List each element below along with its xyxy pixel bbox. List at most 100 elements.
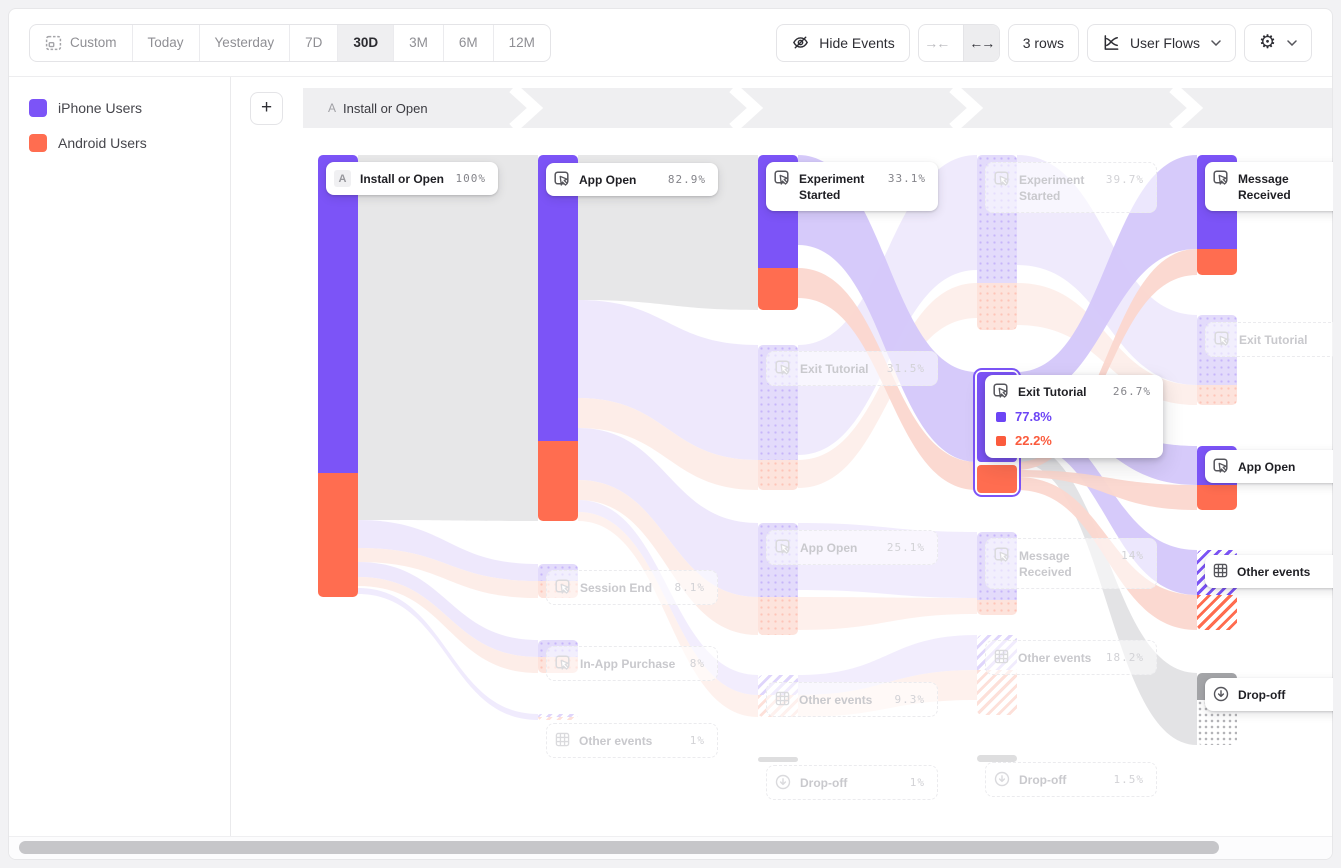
legend-label: iPhone Users — [58, 100, 143, 116]
node-name: Experiment Started — [1019, 173, 1085, 204]
settings-button[interactable]: ⚙ — [1243, 23, 1312, 62]
chevron-down-icon — [1287, 39, 1297, 46]
step-cell-install-or-open[interactable]: A Install or Open — [303, 101, 428, 116]
grid-icon — [994, 649, 1009, 664]
dropoff-icon — [994, 771, 1010, 787]
node-name: App Open — [579, 173, 637, 187]
date-range-selector: Custom Today Yesterday 7D 30D 3M 6M 12M — [29, 23, 551, 62]
steps-header: + A Install or Open — [250, 88, 1332, 128]
node-label-app-open[interactable]: App Open — [1205, 450, 1333, 484]
user-flows-icon — [1102, 33, 1121, 52]
horizontal-scrollbar[interactable] — [9, 836, 1332, 859]
date-range-today[interactable]: Today — [131, 24, 199, 61]
hscrollbar-thumb[interactable] — [19, 841, 1219, 854]
node-label-other-events[interactable]: Other events 1% — [546, 723, 718, 759]
view-selector-button[interactable]: User Flows — [1086, 23, 1236, 62]
node-label-other-events[interactable]: Other events — [1205, 555, 1333, 589]
step-strip[interactable]: A Install or Open — [303, 88, 1332, 128]
step-chevron-separators — [509, 88, 1204, 128]
date-range-3m[interactable]: 3M — [393, 24, 443, 61]
legend-item-android-users[interactable]: Android Users — [29, 134, 210, 152]
node-label-exit-tutorial[interactable]: Exit Tutorial 31.5% — [766, 351, 938, 387]
node-name: Drop-off — [1019, 773, 1067, 787]
date-range-yesterday[interactable]: Yesterday — [198, 24, 290, 61]
click-icon — [774, 170, 790, 186]
node-label-in-app-purchase[interactable]: In-App Purchase 8% — [546, 646, 718, 682]
gear-icon: ⚙ — [1258, 32, 1276, 53]
node-bar-drop-off[interactable] — [758, 757, 798, 762]
node-label-app-open[interactable]: App Open 25.1% — [766, 530, 938, 566]
click-icon — [994, 547, 1010, 563]
node-label-drop-off[interactable]: Drop-off 1% — [766, 765, 938, 801]
legend-swatch-orange — [29, 134, 47, 152]
breakdown-value: 77.8% — [1015, 409, 1052, 425]
node-bar-other-events[interactable] — [538, 714, 578, 720]
node-name: Exit Tutorial — [1018, 385, 1087, 399]
date-range-6m[interactable]: 6M — [442, 24, 493, 61]
node-label-exit-tutorial[interactable]: Exit Tutorial — [1205, 322, 1333, 358]
calendar-icon — [45, 34, 62, 51]
node-label-message-received[interactable]: Message Received 14% — [985, 538, 1157, 590]
node-label-install-or-open[interactable]: A Install or Open 100% — [326, 162, 498, 196]
add-step-button[interactable]: + — [250, 91, 283, 125]
node-percent: 18.2% — [1105, 651, 1144, 664]
date-range-custom[interactable]: Custom — [30, 25, 132, 61]
node-name: Session End — [580, 581, 653, 595]
node-name: In-App Purchase — [580, 657, 676, 671]
date-range-30d-selected[interactable]: 30D — [337, 24, 394, 61]
node-percent: 8.1% — [674, 581, 705, 594]
node-bar-app-open[interactable] — [538, 155, 578, 521]
view-selector-label: User Flows — [1129, 34, 1200, 51]
node-label-experiment-started[interactable]: Experiment Started 39.7% — [985, 162, 1157, 214]
node-name: Message Received — [1238, 172, 1291, 203]
collapse-expand-toggle: →← ←→ — [917, 23, 1000, 62]
node-percent: 33.1% — [887, 172, 926, 185]
click-icon — [993, 383, 1009, 399]
node-name: Message Received — [1019, 549, 1072, 580]
node-name: Install or Open — [360, 172, 445, 186]
node-bar-exit-tutorial[interactable] — [1197, 315, 1237, 405]
sankey-chart-area: + A Install or Open — [231, 77, 1332, 836]
node-label-experiment-started[interactable]: Experiment Started 33.1% — [766, 162, 938, 212]
series-legend: iPhone Users Android Users — [9, 77, 231, 836]
content-body: iPhone Users Android Users + A Install o… — [9, 77, 1332, 836]
node-bar-drop-off[interactable] — [977, 755, 1017, 762]
click-icon — [775, 360, 791, 376]
node-label-session-end[interactable]: Session End 8.1% — [546, 570, 718, 606]
node-label-exit-tutorial[interactable]: Exit Tutorial 26.7% 77.8% 22.2% — [985, 375, 1163, 459]
click-icon — [554, 171, 570, 187]
date-range-7d[interactable]: 7D — [289, 24, 337, 61]
node-label-app-open[interactable]: App Open 82.9% — [546, 163, 718, 197]
node-bar-install-or-open[interactable] — [318, 155, 358, 597]
chevron-down-icon — [1211, 39, 1221, 46]
click-icon — [1213, 458, 1229, 474]
node-percent: 1% — [689, 734, 705, 747]
hide-events-button[interactable]: Hide Events — [776, 23, 910, 62]
grid-icon — [775, 691, 790, 706]
node-label-other-events[interactable]: Other events 9.3% — [766, 682, 938, 718]
collapse-columns-icon[interactable]: →← — [924, 34, 950, 51]
node-name: Exit Tutorial — [1239, 333, 1308, 347]
legend-item-iphone-users[interactable]: iPhone Users — [29, 99, 210, 117]
click-icon — [994, 171, 1010, 187]
rows-count-button[interactable]: 3 rows — [1007, 23, 1079, 62]
toolbar-right-group: Hide Events →← ←→ 3 rows User Flows — [776, 23, 1312, 62]
node-percent: 39.7% — [1105, 173, 1144, 186]
click-icon — [775, 539, 791, 555]
node-name: Other events — [799, 693, 873, 707]
node-name: Other events — [1237, 565, 1311, 579]
node-label-drop-off[interactable]: Drop-off 1.5% — [985, 762, 1157, 798]
node-label-other-events[interactable]: Other events 18.2% — [985, 640, 1157, 676]
node-name: App Open — [800, 541, 858, 555]
node-name: App Open — [1238, 460, 1296, 474]
toolbar: Custom Today Yesterday 7D 30D 3M 6M 12M … — [9, 9, 1332, 77]
date-range-12m[interactable]: 12M — [492, 24, 550, 61]
node-label-drop-off[interactable]: Drop-off — [1205, 678, 1333, 712]
step-badge: A — [328, 101, 337, 115]
expand-columns-icon[interactable]: ←→ — [962, 24, 999, 61]
node-label-message-received[interactable]: Message Received — [1205, 162, 1333, 212]
node-name: Other events — [579, 734, 653, 748]
node-name: Drop-off — [1238, 688, 1286, 702]
breakdown-swatch — [996, 435, 1006, 446]
